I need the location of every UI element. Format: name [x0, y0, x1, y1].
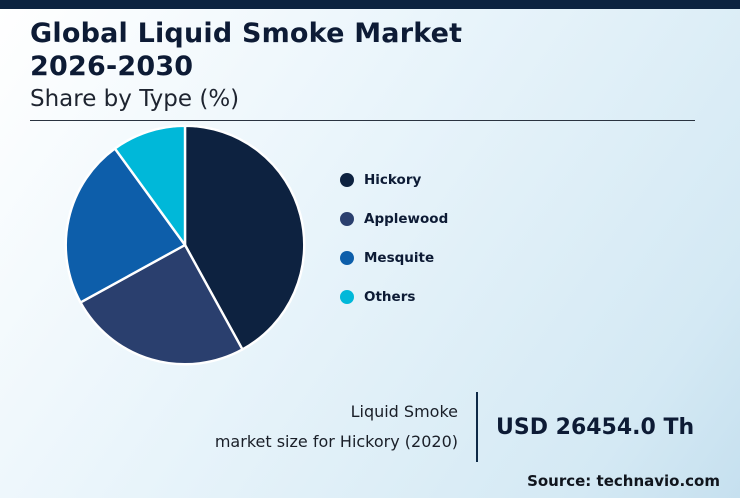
pie-slice-mesquite	[64, 147, 187, 304]
legend-item-hickory: Hickory	[340, 172, 448, 188]
pie-slice-others	[113, 124, 187, 247]
stat-label-line2: market size for Hickory (2020)	[214, 432, 458, 451]
pie-chart-svg	[64, 124, 306, 366]
legend-item-mesquite: Mesquite	[340, 250, 448, 266]
legend-swatch-icon	[340, 290, 354, 304]
chart-legend: Hickory Applewood Mesquite Others	[340, 172, 448, 328]
stat-label-line1: Liquid Smoke	[350, 402, 458, 422]
legend-label: Applewood	[364, 211, 449, 227]
page-title-line2: 2026-2030	[30, 50, 194, 82]
legend-label: Hickory	[364, 172, 422, 188]
top-accent-bar	[0, 0, 740, 9]
legend-label: Mesquite	[364, 250, 435, 266]
pie-chart	[60, 120, 310, 370]
legend-item-others: Others	[340, 289, 448, 305]
pie-slice-hickory	[183, 124, 306, 351]
header-divider	[30, 119, 695, 121]
legend-item-applewood: Applewood	[340, 211, 448, 227]
legend-swatch-icon	[340, 173, 354, 187]
header: Global Liquid Smoke Market 2026-2030 Sha…	[30, 18, 710, 121]
page-title-line1: Global Liquid Smoke Market	[30, 18, 463, 49]
page-subtitle: Share by Type (%)	[30, 85, 240, 112]
stat-value: USD 26454.0 Th	[496, 414, 695, 440]
source-attribution: Source: technavio.com	[527, 472, 720, 490]
legend-swatch-icon	[340, 251, 354, 265]
legend-label: Others	[364, 289, 416, 305]
legend-swatch-icon	[340, 212, 354, 226]
stat-callout: Liquid Smoke market size for Hickory (20…	[170, 392, 694, 462]
pie-slice-applewood	[79, 243, 244, 366]
stat-label: Liquid Smoke market size for Hickory (20…	[170, 397, 458, 456]
stat-vertical-divider	[476, 392, 478, 462]
